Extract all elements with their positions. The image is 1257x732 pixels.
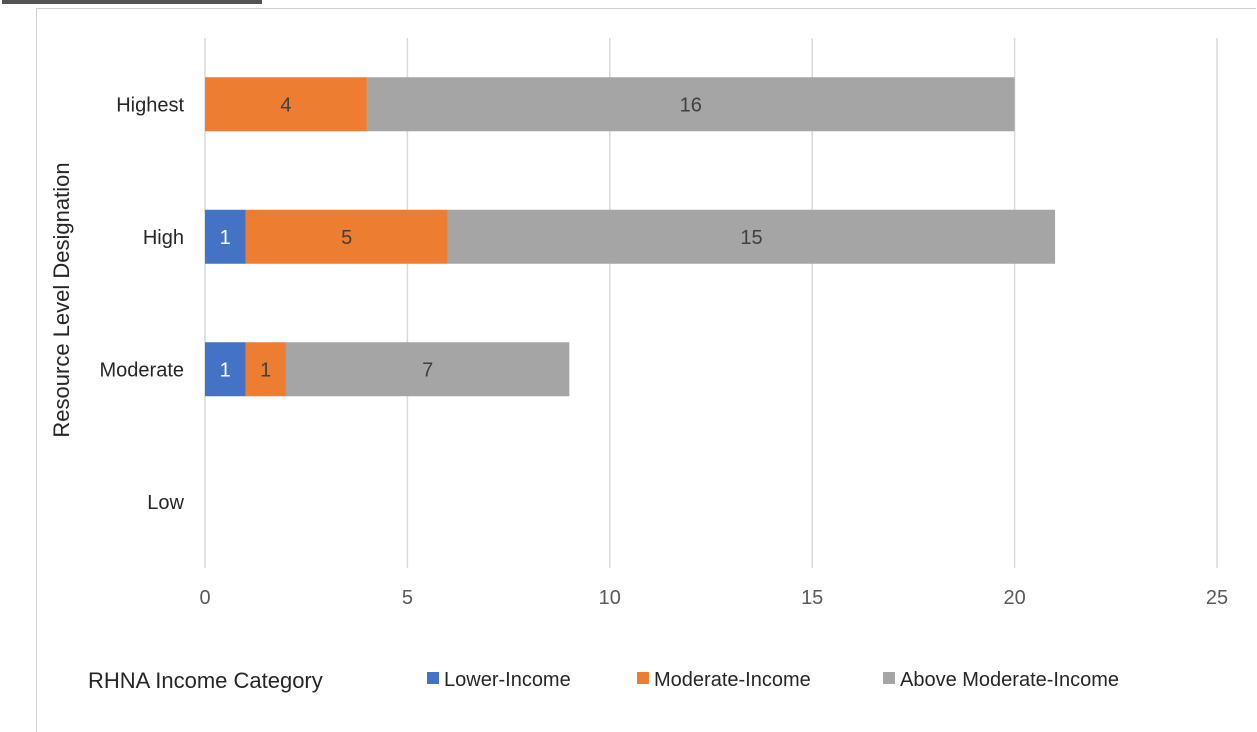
data-label-moderate-series-1: 1 bbox=[260, 359, 271, 381]
category-label-highest: Highest bbox=[116, 94, 184, 116]
bar-moderate-series-2 bbox=[285, 342, 570, 397]
data-label-high-series-2: 15 bbox=[740, 227, 762, 249]
bar-series: 4 161 5 151 1 7 bbox=[205, 77, 1056, 397]
legend-label-2: Above Moderate-Income bbox=[900, 669, 1119, 691]
data-label-high-series-1: 5 bbox=[341, 227, 352, 249]
bar-highest-series-1 bbox=[205, 77, 367, 132]
category-label-low: Low bbox=[147, 492, 184, 514]
y-axis-categories: Highest High Moderate Low bbox=[100, 94, 185, 514]
bar-moderate-series-1 bbox=[245, 342, 286, 397]
legend-label-0: Lower-Income bbox=[444, 669, 571, 691]
x-tick-label-0: 0 bbox=[199, 587, 210, 609]
bar-high-series-1 bbox=[245, 209, 448, 264]
cropped-header bbox=[0, 0, 1257, 8]
x-tick-label-15: 15 bbox=[801, 587, 823, 609]
legend-swatch-1 bbox=[637, 672, 649, 684]
chart-frame bbox=[36, 8, 1256, 732]
category-label-moderate: Moderate bbox=[100, 359, 185, 381]
legend-title: RHNA Income Category bbox=[88, 668, 323, 693]
cropped-title-fragment bbox=[2, 0, 262, 4]
legend-swatch-2 bbox=[883, 672, 895, 684]
x-tick-label-25: 25 bbox=[1206, 587, 1228, 609]
data-label-highest-series-2: 16 bbox=[680, 94, 702, 116]
data-label-moderate-series-0: 1 bbox=[220, 359, 231, 381]
legend-swatch-0 bbox=[427, 672, 439, 684]
x-tick-label-20: 20 bbox=[1003, 587, 1025, 609]
bar-moderate-series-0 bbox=[205, 342, 246, 397]
bar-high-series-0 bbox=[205, 209, 246, 264]
legend: RHNA Income Category Lower-Income Moderat… bbox=[88, 668, 1119, 693]
y-axis-label: Resource Level Designation bbox=[49, 162, 74, 437]
legend-label-1: Moderate-Income bbox=[654, 669, 811, 691]
data-label-high-series-0: 1 bbox=[220, 227, 231, 249]
x-tick-label-5: 5 bbox=[402, 587, 413, 609]
x-tick-label-10: 10 bbox=[599, 587, 621, 609]
bar-highest-series-2 bbox=[366, 77, 1015, 132]
x-axis-ticks: 0 5 10 15 20 25 bbox=[199, 587, 1228, 609]
data-label-highest-series-1: 4 bbox=[280, 94, 291, 116]
data-label-moderate-series-2: 7 bbox=[422, 359, 433, 381]
bar-high-series-2 bbox=[447, 209, 1056, 264]
category-label-high: High bbox=[143, 227, 184, 249]
